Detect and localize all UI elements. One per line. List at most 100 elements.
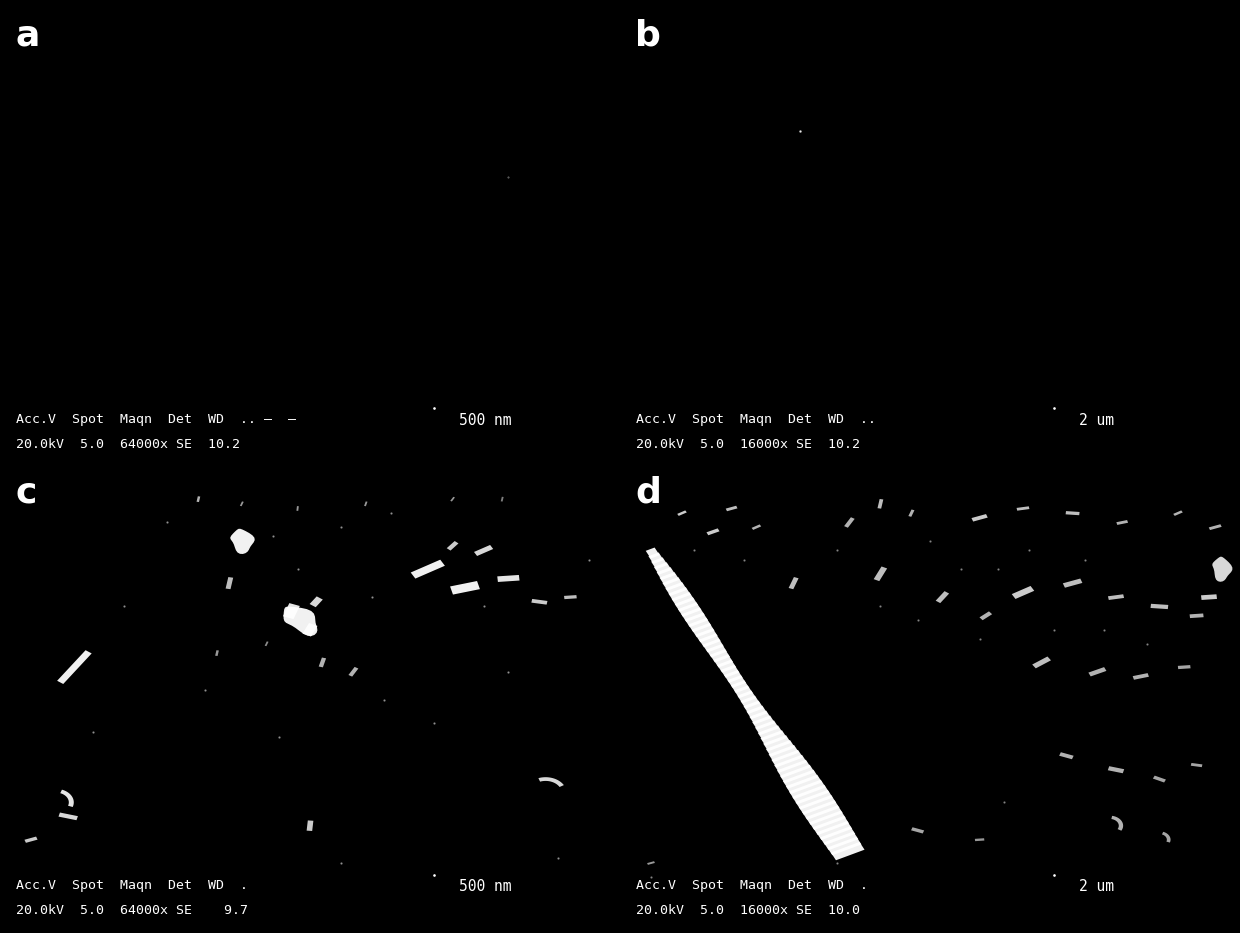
Polygon shape <box>649 552 663 564</box>
Polygon shape <box>531 599 548 605</box>
Polygon shape <box>662 578 683 591</box>
Polygon shape <box>751 524 761 530</box>
Polygon shape <box>696 628 718 642</box>
Text: Acc.V  Spot  Maqn  Det  WD  ..: Acc.V Spot Maqn Det WD .. <box>635 412 875 425</box>
Polygon shape <box>820 827 856 845</box>
Polygon shape <box>1213 557 1233 582</box>
Text: 2 um: 2 um <box>1079 412 1114 428</box>
Polygon shape <box>1173 510 1183 516</box>
Text: c: c <box>15 476 37 509</box>
Polygon shape <box>61 789 73 807</box>
Polygon shape <box>823 831 858 850</box>
Text: b: b <box>635 19 661 52</box>
Polygon shape <box>844 517 854 528</box>
Polygon shape <box>724 670 743 683</box>
Polygon shape <box>450 581 480 594</box>
Polygon shape <box>774 755 807 773</box>
Polygon shape <box>1063 578 1083 588</box>
Polygon shape <box>1209 524 1221 530</box>
Polygon shape <box>306 820 314 831</box>
Polygon shape <box>1116 520 1128 525</box>
Text: a: a <box>15 19 40 52</box>
Polygon shape <box>226 577 233 590</box>
Polygon shape <box>777 759 811 778</box>
Polygon shape <box>646 548 660 559</box>
Polygon shape <box>799 795 836 815</box>
Polygon shape <box>672 592 694 606</box>
Polygon shape <box>653 563 672 575</box>
Polygon shape <box>755 720 779 735</box>
Polygon shape <box>684 613 708 627</box>
Polygon shape <box>450 496 455 502</box>
Polygon shape <box>303 623 317 636</box>
Polygon shape <box>1012 586 1034 599</box>
Polygon shape <box>1132 673 1149 680</box>
Polygon shape <box>975 838 985 842</box>
Polygon shape <box>319 658 326 667</box>
Polygon shape <box>720 665 739 677</box>
Polygon shape <box>810 811 846 830</box>
Polygon shape <box>538 777 564 787</box>
Polygon shape <box>675 597 698 612</box>
Polygon shape <box>678 603 702 617</box>
Polygon shape <box>936 592 949 603</box>
Polygon shape <box>410 560 445 578</box>
Polygon shape <box>296 506 299 511</box>
Polygon shape <box>283 603 300 620</box>
Polygon shape <box>816 821 852 840</box>
Polygon shape <box>707 644 727 658</box>
Polygon shape <box>657 567 676 580</box>
Polygon shape <box>474 545 494 556</box>
Polygon shape <box>1111 815 1123 830</box>
Polygon shape <box>728 675 746 688</box>
Polygon shape <box>831 842 864 860</box>
Polygon shape <box>878 499 883 508</box>
Polygon shape <box>980 611 992 620</box>
Polygon shape <box>740 696 760 708</box>
Polygon shape <box>703 639 724 652</box>
Polygon shape <box>782 770 818 788</box>
Polygon shape <box>365 501 367 507</box>
Polygon shape <box>725 506 738 511</box>
Polygon shape <box>1059 752 1074 759</box>
Text: Acc.V  Spot  Maqn  Det  WD  .: Acc.V Spot Maqn Det WD . <box>15 879 248 892</box>
Polygon shape <box>196 496 201 502</box>
Polygon shape <box>753 716 775 730</box>
Text: 20.0kV  5.0  64000x SE    9.7: 20.0kV 5.0 64000x SE 9.7 <box>15 904 248 917</box>
Polygon shape <box>795 790 833 810</box>
Polygon shape <box>651 557 667 569</box>
Polygon shape <box>692 623 714 637</box>
Polygon shape <box>231 529 254 554</box>
Polygon shape <box>909 509 914 517</box>
Polygon shape <box>1151 604 1168 609</box>
Polygon shape <box>446 541 459 550</box>
Polygon shape <box>971 514 988 522</box>
Polygon shape <box>264 641 269 647</box>
Polygon shape <box>1189 614 1204 618</box>
Text: d: d <box>635 476 661 509</box>
Polygon shape <box>215 650 219 656</box>
Polygon shape <box>1089 667 1106 676</box>
Polygon shape <box>707 528 719 536</box>
Polygon shape <box>284 606 317 636</box>
Polygon shape <box>911 828 924 833</box>
Polygon shape <box>717 660 737 673</box>
Text: 2 um: 2 um <box>1079 879 1114 895</box>
Polygon shape <box>802 801 839 820</box>
Polygon shape <box>348 667 358 676</box>
Polygon shape <box>1153 775 1166 783</box>
Polygon shape <box>792 785 830 804</box>
Polygon shape <box>771 750 804 768</box>
Polygon shape <box>660 572 680 585</box>
Polygon shape <box>789 577 799 590</box>
Polygon shape <box>501 496 503 502</box>
Polygon shape <box>744 701 764 714</box>
Polygon shape <box>827 837 862 856</box>
Text: 500 nm: 500 nm <box>459 412 511 428</box>
Polygon shape <box>1190 763 1203 767</box>
Polygon shape <box>749 711 771 724</box>
Polygon shape <box>58 813 78 820</box>
Polygon shape <box>786 774 822 794</box>
Polygon shape <box>1107 594 1125 600</box>
Polygon shape <box>677 510 687 516</box>
